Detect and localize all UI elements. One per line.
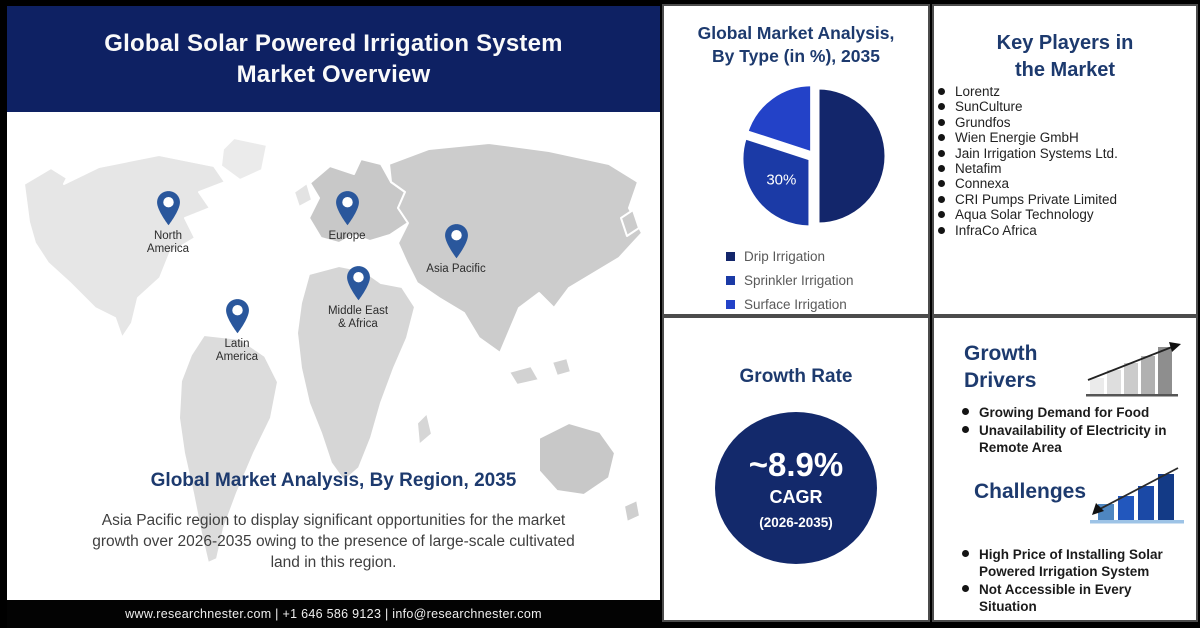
cagr-period: (2026-2035) [759,515,833,530]
title-bar: Global Solar Powered Irrigation System M… [7,6,660,112]
map-greenland [220,137,268,181]
cagr-label: CAGR [769,487,823,507]
list-item: CRI Pumps Private Limited [934,192,1196,207]
world-map [23,137,643,564]
challenge-bullet: High Price of Installing Solar Powered I… [958,546,1170,580]
region-heading: Global Market Analysis, By Region, 2035 [150,470,517,491]
region-label: Latin America [215,338,259,363]
footer-contact: www.researchnester.com | +1 646 586 9123… [125,607,542,621]
drivers-challenges-panel: Growth Drivers Growing Demand for Food U… [932,316,1198,622]
legend-label: Surface Irrigation [744,296,847,312]
pie-slice [745,83,814,155]
map-japan [620,209,640,237]
list-item: Jain Irrigation Systems Ltd. [934,146,1196,161]
pie-slice [816,86,888,226]
map-indonesia [508,365,540,386]
map-uk [293,182,313,208]
location-pin-icon [335,191,359,226]
page-title-line1: Global Solar Powered Irrigation System [104,30,563,57]
map-island [551,357,572,377]
bar-chart-up-blue-icon [1090,467,1184,524]
key-players-panel: Key Players in the Market Lorentz SunCul… [932,4,1198,316]
challenge-bullet: Not Accessible in Every Situation [958,581,1170,615]
page-title-line2: Market Overview [236,61,431,88]
type-chart-panel: Global Market Analysis, By Type (in %), … [662,4,930,316]
legend-swatch [726,251,735,261]
challenges-heading: Challenges [974,480,1087,503]
cagr-value: ~8.9% [748,446,844,483]
driver-bullet: Growing Demand for Food [958,404,1174,421]
pie-chart: 30% [740,83,888,229]
list-item: Netafim [934,161,1196,176]
region-label: Europe [328,230,366,242]
driver-bullet: Unavailability of Electricity in Remote … [958,422,1174,456]
region-description: Asia Pacific region to display significa… [92,512,575,571]
footer-bar: www.researchnester.com | +1 646 586 9123… [7,600,660,628]
key-players-list: Lorentz SunCulture Grundfos Wien Energie… [934,84,1196,238]
pie-slice-label: 30% [766,172,796,189]
growth-drivers-heading: Growth Drivers [964,342,1038,392]
list-item: Wien Energie GmbH [934,130,1196,145]
growth-drivers-list: Growing Demand for Food Unavailability o… [958,404,1174,457]
pie-slice [740,136,812,229]
region-label: Middle East & Africa [327,305,389,330]
legend-item: Surface Irrigation [726,292,928,316]
list-item: Connexa [934,176,1196,191]
region-analysis: Global Market Analysis, By Region, 2035 … [7,470,660,573]
map-africa [296,265,416,482]
map-south-america [178,334,279,564]
map-north-america [23,154,226,339]
list-item: Aqua Solar Technology [934,207,1196,222]
location-pin-icon [156,191,180,226]
list-item: Lorentz [934,84,1196,99]
region-label: Asia Pacific [426,263,486,275]
legend-label: Drip Irrigation [744,248,826,264]
region-section: Global Solar Powered Irrigation System M… [7,6,660,628]
type-chart-heading: Global Market Analysis, By Type (in %), … [697,23,895,66]
map-asia [388,142,643,354]
growth-rate-panel: Growth Rate ~8.9% CAGR (2026-2035) [662,316,930,622]
location-pin-icon [444,224,468,259]
challenges-list: High Price of Installing Solar Powered I… [958,546,1170,616]
pie-legend: Drip Irrigation Sprinkler Irrigation Sur… [726,244,928,316]
legend-swatch [726,275,735,285]
map-madagascar [416,412,433,446]
map-australia [538,422,616,496]
key-players-heading: Key Players in the Market [996,32,1134,81]
map-new-zealand [623,499,641,523]
legend-swatch [726,299,735,309]
bar-chart-up-gray-icon [1086,342,1181,397]
list-item: InfraCo Africa [934,223,1196,238]
region-label: North America [146,230,190,255]
growth-rate-heading: Growth Rate [739,366,853,387]
growth-rate-circle: ~8.9% CAGR (2026-2035) [715,412,877,564]
legend-item: Drip Irrigation [726,244,928,268]
location-pin-icon [346,266,370,301]
legend-label: Sprinkler Irrigation [744,272,854,288]
location-pin-icon [225,299,249,334]
list-item: Grundfos [934,115,1196,130]
legend-item: Sprinkler Irrigation [726,268,928,292]
list-item: SunCulture [934,99,1196,114]
